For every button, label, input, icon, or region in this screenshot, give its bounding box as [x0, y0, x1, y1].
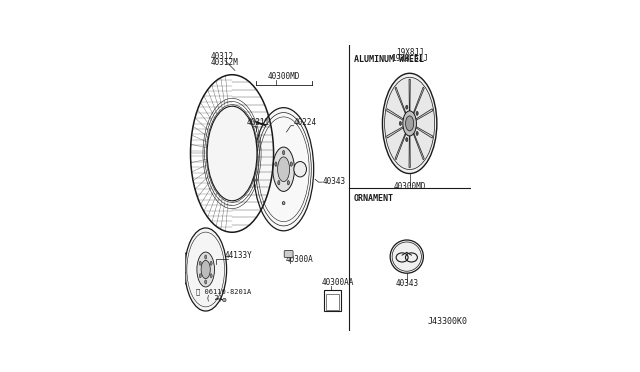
- Text: ALUMINUM WHEEL: ALUMINUM WHEEL: [354, 55, 424, 64]
- Ellipse shape: [185, 228, 227, 311]
- Polygon shape: [409, 132, 410, 167]
- Polygon shape: [412, 87, 424, 117]
- Ellipse shape: [278, 180, 280, 185]
- Polygon shape: [387, 125, 405, 138]
- Polygon shape: [414, 109, 433, 121]
- Circle shape: [390, 240, 424, 273]
- Text: 40224: 40224: [294, 118, 317, 127]
- Text: 40343: 40343: [323, 177, 346, 186]
- Polygon shape: [387, 109, 405, 121]
- Ellipse shape: [205, 280, 207, 284]
- Text: 40312M: 40312M: [211, 58, 238, 67]
- Ellipse shape: [253, 108, 314, 231]
- Ellipse shape: [273, 147, 294, 192]
- Ellipse shape: [210, 261, 212, 265]
- Ellipse shape: [205, 255, 207, 259]
- Ellipse shape: [207, 106, 257, 201]
- Polygon shape: [412, 130, 424, 160]
- Text: 40312: 40312: [211, 52, 234, 61]
- Ellipse shape: [199, 261, 202, 265]
- Ellipse shape: [383, 73, 437, 173]
- Polygon shape: [414, 125, 433, 138]
- Ellipse shape: [406, 116, 413, 131]
- Text: 19X8.5JJ: 19X8.5JJ: [391, 54, 428, 63]
- Text: J43300K0: J43300K0: [428, 317, 468, 326]
- Circle shape: [223, 298, 226, 302]
- Polygon shape: [409, 79, 410, 115]
- Ellipse shape: [294, 161, 307, 177]
- Text: ORNAMENT: ORNAMENT: [354, 194, 394, 203]
- FancyBboxPatch shape: [284, 251, 293, 257]
- Ellipse shape: [403, 111, 417, 136]
- Ellipse shape: [197, 252, 214, 287]
- Ellipse shape: [416, 111, 418, 115]
- Ellipse shape: [416, 131, 418, 135]
- Ellipse shape: [282, 202, 285, 205]
- Text: 40300MD: 40300MD: [268, 72, 300, 81]
- Text: 40311: 40311: [246, 118, 269, 127]
- Ellipse shape: [406, 105, 408, 109]
- Ellipse shape: [291, 162, 292, 166]
- Polygon shape: [395, 130, 407, 160]
- Ellipse shape: [199, 274, 202, 278]
- Text: 40300MD: 40300MD: [394, 182, 426, 191]
- Text: 44133Y: 44133Y: [225, 251, 253, 260]
- Ellipse shape: [278, 157, 290, 182]
- Polygon shape: [395, 87, 407, 117]
- Text: 40300AA: 40300AA: [322, 278, 354, 287]
- Polygon shape: [177, 253, 186, 284]
- Ellipse shape: [201, 260, 211, 279]
- Ellipse shape: [275, 162, 277, 166]
- Ellipse shape: [287, 180, 289, 185]
- Ellipse shape: [399, 121, 401, 125]
- Text: 19X8JJ: 19X8JJ: [396, 48, 424, 57]
- Text: Ⓑ 06110-8201A: Ⓑ 06110-8201A: [196, 289, 252, 295]
- Ellipse shape: [406, 138, 408, 142]
- Ellipse shape: [282, 150, 285, 155]
- Text: ( 2): ( 2): [205, 295, 223, 301]
- Text: 40343: 40343: [396, 279, 419, 288]
- Text: 40300A: 40300A: [285, 255, 314, 264]
- Ellipse shape: [210, 274, 212, 278]
- Ellipse shape: [385, 77, 435, 170]
